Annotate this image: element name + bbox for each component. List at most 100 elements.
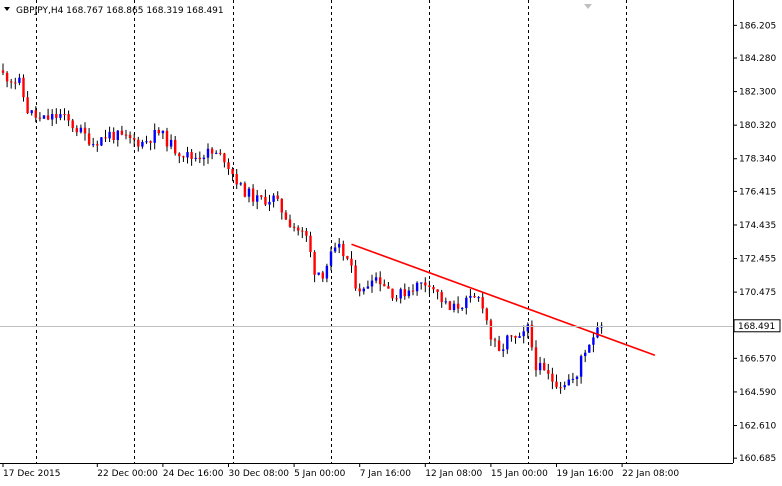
candle-body [206, 148, 210, 158]
candle-body [165, 130, 169, 147]
candle-body [432, 286, 435, 290]
candle-body [178, 153, 181, 157]
candle-body [309, 235, 312, 253]
candle-body [161, 130, 165, 134]
candle-body [452, 303, 456, 311]
candle-body [358, 288, 361, 292]
candle-body [223, 153, 226, 163]
y-tick-label: 178.340 [739, 155, 776, 165]
candle-body [415, 282, 419, 292]
candle-body [96, 144, 99, 146]
y-tick-label: 162.610 [739, 422, 776, 432]
candle-body [407, 290, 411, 297]
candle-body [124, 134, 128, 136]
candle-body [276, 195, 279, 199]
candle-body [313, 252, 316, 275]
candle-body [424, 282, 427, 286]
plot-area[interactable] [0, 0, 733, 463]
candle-body [18, 77, 21, 83]
candle-body [489, 320, 493, 340]
candle-body [436, 289, 439, 293]
y-tick-label: 182.300 [739, 88, 776, 98]
candle-body [428, 285, 431, 287]
candle-body [5, 72, 9, 82]
candle-body [596, 327, 599, 338]
candle-body [391, 288, 394, 299]
candle-body [108, 131, 111, 139]
candle-body [34, 110, 37, 118]
candle-body [579, 356, 583, 377]
candle-body [481, 297, 484, 309]
candle-body [22, 77, 25, 98]
candle-body [104, 137, 107, 139]
candle-body [169, 139, 173, 147]
candle-body [63, 114, 66, 116]
x-tick-label: 24 Dec 16:00 [163, 469, 224, 479]
candle-body [366, 286, 370, 289]
candle-body [506, 335, 509, 350]
candle-body [133, 138, 136, 140]
candle-body [231, 169, 234, 175]
candle-body [71, 120, 74, 129]
candle-body [383, 284, 386, 287]
candle-body [563, 385, 566, 388]
candle-body [399, 289, 402, 299]
candle-body [288, 219, 292, 227]
candle-body [268, 201, 271, 205]
candle-body [321, 272, 324, 279]
candle-body [559, 387, 562, 389]
scroll-marker-icon [584, 4, 592, 9]
candle-body [190, 152, 193, 159]
candle-body [120, 130, 124, 135]
dropdown-triangle-icon[interactable] [4, 7, 10, 11]
candle-body [485, 308, 488, 321]
candle-body [157, 129, 160, 134]
candle-body [75, 128, 78, 133]
candle-body [477, 297, 480, 299]
x-tick-label: 12 Jan 08:00 [425, 469, 482, 479]
candle-body [79, 127, 83, 133]
x-tick-label: 19 Jan 16:00 [557, 469, 614, 479]
candle-body [14, 82, 17, 84]
candle-body [239, 183, 242, 185]
candle-body [1, 70, 5, 73]
candle-body [46, 115, 50, 120]
candle-body [251, 188, 255, 202]
candle-body [284, 212, 288, 220]
candle-body [55, 114, 58, 118]
candle-body [518, 336, 521, 338]
candle-body [51, 114, 54, 120]
candle-body [137, 139, 140, 147]
candle-body [292, 226, 296, 228]
candle-body [30, 110, 33, 114]
candle-body [575, 376, 579, 379]
candle-body [264, 196, 267, 205]
candle-body [456, 303, 460, 309]
candle-body [497, 340, 501, 351]
candle-body [128, 134, 132, 139]
y-tick-label: 164.590 [739, 388, 776, 398]
candle-body [153, 129, 156, 143]
candle-body [297, 227, 300, 231]
candle-body [247, 188, 251, 197]
x-tick-label: 15 Jan 00:00 [491, 469, 548, 479]
candle-body [522, 331, 525, 337]
candle-body [112, 131, 115, 140]
y-tick-label: 180.320 [739, 121, 776, 131]
candle-body [149, 141, 152, 143]
candle-body [444, 301, 447, 303]
candle-body [411, 290, 415, 292]
candle-body [215, 152, 218, 154]
candle-body [538, 363, 542, 371]
y-tick-label: 174.435 [739, 221, 776, 231]
candle-body [543, 363, 546, 371]
candle-body [260, 195, 263, 197]
candle-body [243, 183, 247, 197]
y-tick-label: 176.415 [739, 187, 776, 197]
trendline[interactable] [351, 243, 656, 357]
x-tick-label: 7 Jan 16:00 [360, 469, 412, 479]
candle-body [100, 137, 103, 146]
candle-body [219, 152, 222, 154]
candle-body [186, 152, 189, 158]
